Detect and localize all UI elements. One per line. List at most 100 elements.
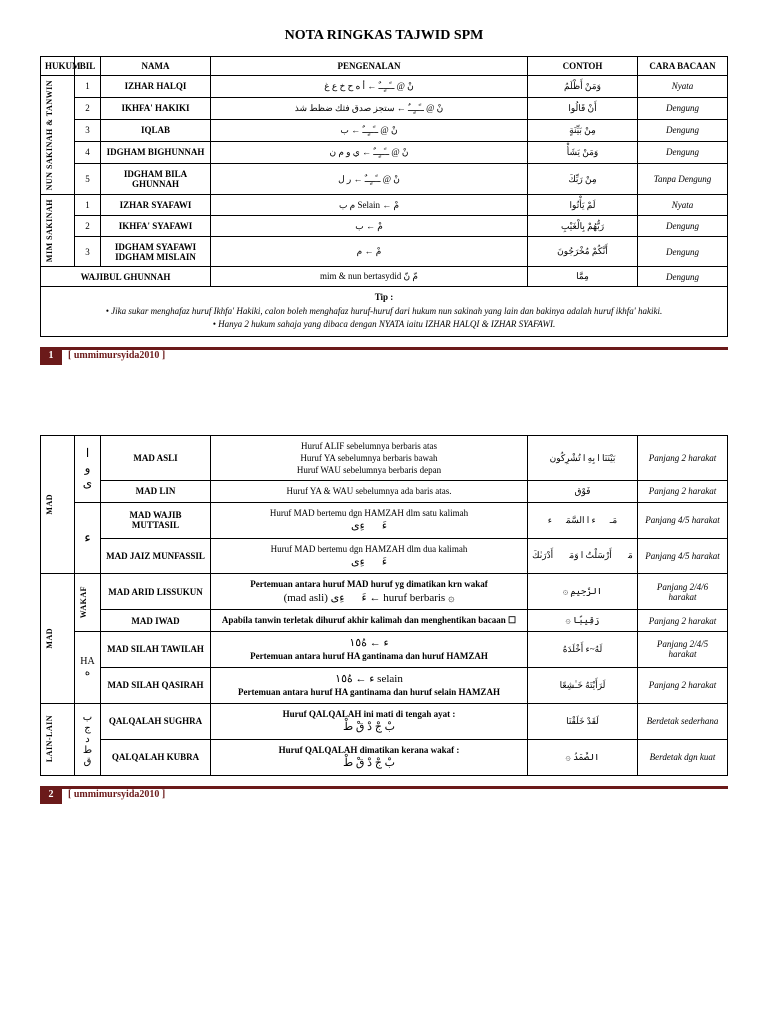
cell-cara: Dengung	[638, 216, 728, 237]
cell-peng: مّ نّ mim & nun bertasydid	[211, 267, 528, 287]
cell-contoh: لَهُ~ء أَخْلَدَهُ	[528, 631, 638, 667]
cell-nama: IDGHAM BIGHUNNAH	[101, 141, 211, 163]
cell-bil: 2	[75, 97, 101, 119]
cell-nama: MAD LIN	[101, 481, 211, 502]
table-row: ء MAD WAJIB MUTTASIL Huruf MAD bertemu d…	[41, 502, 728, 538]
cell-contoh: أَنَّكُمْ مُخْرَجُونَ	[528, 237, 638, 267]
group-mad-label: MAD	[45, 494, 54, 515]
group-wakaf-label: WAKAF	[79, 586, 88, 618]
cell-bil: 5	[75, 163, 101, 195]
cell-peng: Huruf MAD bertemu dgn HAMZAH dlm dua kal…	[211, 538, 528, 574]
peng-arabic: ء ← هُ١٥	[215, 636, 523, 651]
cell-nama: QALQALAH KUBRA	[101, 739, 211, 775]
peng-arabic: ۞ huruf berbaris ← ءَاۤءِى (mad asli)	[215, 591, 523, 606]
cell-contoh: الصَّمَدُ ۞	[528, 739, 638, 775]
cell-nama: IDGHAM BILA GHUNNAH	[101, 163, 211, 195]
cell-peng: مْ ← م	[211, 237, 528, 267]
cell-peng: Huruf ALIF sebelumnya berbaris atas Huru…	[211, 435, 528, 480]
peng-arabic: ءَاۤءِى	[215, 555, 523, 570]
group-mad2-label: MAD	[45, 628, 54, 649]
footer-credit: [ ummimursyida2010 ]	[68, 350, 165, 361]
peng-text: Huruf QALQALAH dimatikan kerana wakaf :	[215, 744, 523, 756]
cell-bil: 4	[75, 141, 101, 163]
cell-cara: Panjang 2/4/6 harakat	[638, 574, 728, 610]
cell-cara: Panjang 4/5 harakat	[638, 502, 728, 538]
th-nama: NAMA	[101, 57, 211, 76]
cell-peng: مْ ← ب	[211, 216, 528, 237]
peng-text: Huruf MAD bertemu dgn HAMZAH dlm dua kal…	[215, 543, 523, 555]
cell-cara: Dengung	[638, 267, 728, 287]
peng-arabic: بْ جْ دْ قْ طْ	[215, 756, 523, 771]
cell-contoh: وَمَنْ أَظْلَمُ	[528, 76, 638, 98]
cell-contoh: لَرَأَيْتَهُ خَـٰشِعًا	[528, 667, 638, 703]
cell-nama: IKHFA' HAKIKI	[101, 97, 211, 119]
cell-nama: MAD ASLI	[101, 435, 211, 480]
peng-text: Huruf ALIF sebelumnya berbaris atas Huru…	[215, 440, 523, 476]
cell-bil-letters: ا و ى	[75, 435, 101, 502]
cell-cara: Berdetak sederhana	[638, 703, 728, 739]
table-row: MAD SILAH QASIRAH selain ء ← هُ١٥ Pertem…	[41, 667, 728, 703]
cell-bil: 3	[75, 119, 101, 141]
th-contoh: CONTOH	[528, 57, 638, 76]
cell-nama: IDGHAM SYAFAWI IDGHAM MISLAIN	[101, 237, 211, 267]
group-nun-label: NUN SAKINAH & TANWIN	[45, 80, 54, 190]
cell-cara: Panjang 2 harakat	[638, 435, 728, 480]
cell-cara: Panjang 2 harakat	[638, 610, 728, 631]
page-number-2: 2	[40, 786, 62, 804]
group-mim-label: MIM SAKINAH	[45, 199, 54, 262]
cell-bil: 2	[75, 216, 101, 237]
cell-cara: Dengung	[638, 237, 728, 267]
table-row: WAJIBUL GHUNNAH مّ نّ mim & nun bertasyd…	[41, 267, 728, 287]
cell-nama: MAD IWAD	[101, 610, 211, 631]
cell-peng: Huruf QALQALAH ini mati di tengah ayat :…	[211, 703, 528, 739]
cell-contoh: الرَّحِيمِ ۞	[528, 574, 638, 610]
peng-arabic: بْ جْ دْ قْ طْ	[215, 720, 523, 735]
peng-text: Pertemuan antara huruf HA gantinama dan …	[215, 650, 523, 662]
cell-peng: نْ @ ــًــٍــٌ ← ب	[211, 119, 528, 141]
group-ha-label: HA ه	[75, 631, 101, 703]
cell-nama: MAD SILAH TAWILAH	[101, 631, 211, 667]
cell-cara: Panjang 2 harakat	[638, 667, 728, 703]
table-2: MAD ا و ى MAD ASLI Huruf ALIF sebelumnya…	[40, 435, 728, 776]
table-row: MAD ا و ى MAD ASLI Huruf ALIF sebelumnya…	[41, 435, 728, 480]
cell-peng: نْ @ ــًــٍــٌ ← ر ل	[211, 163, 528, 195]
peng-arabic: selain ء ← هُ١٥	[215, 672, 523, 687]
doc-title: NOTA RINGKAS TAJWID SPM	[40, 28, 728, 44]
table-row: 3 IDGHAM SYAFAWI IDGHAM MISLAIN مْ ← م أ…	[41, 237, 728, 267]
cell-contoh: فَوْق	[528, 481, 638, 502]
table-row: 5 IDGHAM BILA GHUNNAH نْ @ ــًــٍــٌ ← ر…	[41, 163, 728, 195]
peng-text: Pertemuan antara huruf HA gantinama dan …	[215, 686, 523, 698]
tip-line-1: • Jika sukar menghafaz huruf Ikhfa' Haki…	[45, 305, 723, 319]
cell-contoh: مِنْ رَبِّكَ	[528, 163, 638, 195]
cell-contoh: بَيْنَنَا ا بِهِ ا تُشْرِكُون	[528, 435, 638, 480]
cell-cara: Nyata	[638, 76, 728, 98]
cell-bil: 3	[75, 237, 101, 267]
group-wajibul-label: WAJIBUL GHUNNAH	[41, 267, 211, 287]
table-1: HUKUM BIL NAMA PENGENALAN CONTOH CARA BA…	[40, 56, 728, 337]
cell-peng: Apabila tanwin terletak dihuruf akhir ka…	[211, 610, 528, 631]
cell-bil-hamza: ء	[75, 502, 101, 574]
cell-bil: 1	[75, 76, 101, 98]
th-cara: CARA BACAAN	[638, 57, 728, 76]
table-row: MAD LIN Huruf YA & WAU sebelumnya ada ba…	[41, 481, 728, 502]
table-row: 2 IKHFA' HAKIKI نْ @ ــًــٍــٌ ← ستجز صد…	[41, 97, 728, 119]
table-row: 4 IDGHAM BIGHUNNAH نْ @ ــًــٍــٌ ← ي و …	[41, 141, 728, 163]
cell-cara: Tanpa Dengung	[638, 163, 728, 195]
table-row: MAD IWAD Apabila tanwin terletak dihuruf…	[41, 610, 728, 631]
cell-bil: 1	[75, 195, 101, 216]
peng-text: Pertemuan antara huruf MAD huruf yg dima…	[215, 578, 523, 590]
cell-peng: نْ @ ــًــٍــٌ ← أ ه ح خ ع غ	[211, 76, 528, 98]
cell-cara: Nyata	[638, 195, 728, 216]
peng-text: Huruf MAD bertemu dgn HAMZAH dlm satu ka…	[215, 507, 523, 519]
table-row: NUN SAKINAH & TANWIN 1 IZHAR HALQI نْ @ …	[41, 76, 728, 98]
tip-line-2: • Hanya 2 hukum sahaja yang dibaca denga…	[45, 318, 723, 332]
cell-nama: MAD WAJIB MUTTASIL	[101, 502, 211, 538]
cell-nama: IZHAR HALQI	[101, 76, 211, 98]
cell-contoh: مَـاۤء ا السَّمَاۤء	[528, 502, 638, 538]
cell-contoh: وَمَنْ يَشَأْ	[528, 141, 638, 163]
cell-peng: نْ @ ــًــٍــٌ ← ستجز صدق فثك ضظط شذ	[211, 97, 528, 119]
cell-bil-qalqalah: ب ج د ط ق	[75, 703, 101, 775]
cell-peng: مْ ← Selain م ب	[211, 195, 528, 216]
cell-contoh: لَقَدْ خَلَقْنَا	[528, 703, 638, 739]
table-row: MAD WAKAF MAD ARID LISSUKUN Pertemuan an…	[41, 574, 728, 610]
